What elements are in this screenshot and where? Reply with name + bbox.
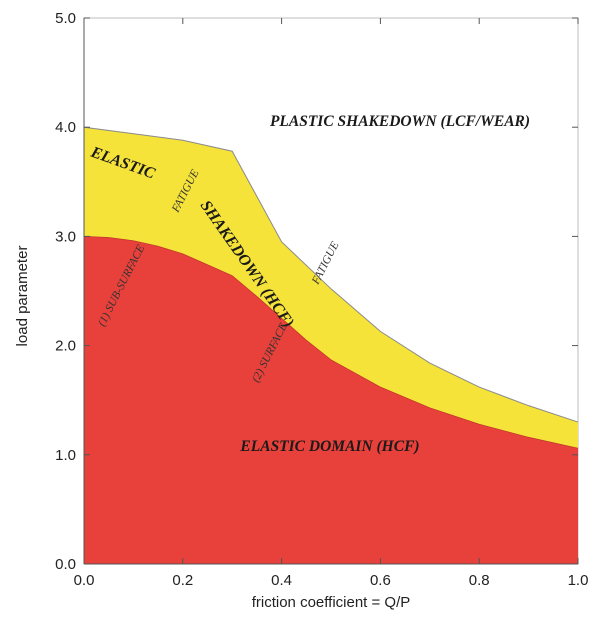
x-axis-label: friction coefficient = Q/P xyxy=(252,594,411,611)
y-axis-label: load parameter xyxy=(14,246,31,347)
x-tick-label: 0.8 xyxy=(469,572,490,589)
y-tick-label: 2.0 xyxy=(55,338,76,355)
y-tick-label: 1.0 xyxy=(55,447,76,464)
x-tick-label: 0.2 xyxy=(172,572,193,589)
x-ticks: 0.0 0.2 0.4 0.6 0.8 1.0 xyxy=(74,18,589,589)
y-tick-label: 5.0 xyxy=(55,10,76,27)
x-tick-label: 0.4 xyxy=(271,572,292,589)
y-ticks: 0.0 1.0 2.0 3.0 4.0 5.0 xyxy=(55,10,578,573)
x-tick-label: 0.0 xyxy=(74,572,95,589)
elastic-limit-line xyxy=(83,236,579,449)
elastic-domain-label: ELASTIC DOMAIN (HCF) xyxy=(239,438,419,455)
y-tick-label: 4.0 xyxy=(55,119,76,136)
x-tick-label: 1.0 xyxy=(568,572,589,589)
plastic-shakedown-label: PLASTIC SHAKEDOWN (LCF/WEAR) xyxy=(270,113,530,130)
x-tick-label: 0.6 xyxy=(370,572,391,589)
shakedown-limit-line xyxy=(83,126,579,423)
elastic-domain-region xyxy=(84,236,578,564)
y-tick-label: 3.0 xyxy=(55,228,76,245)
axes xyxy=(83,18,578,565)
y-tick-label: 0.0 xyxy=(55,556,76,573)
